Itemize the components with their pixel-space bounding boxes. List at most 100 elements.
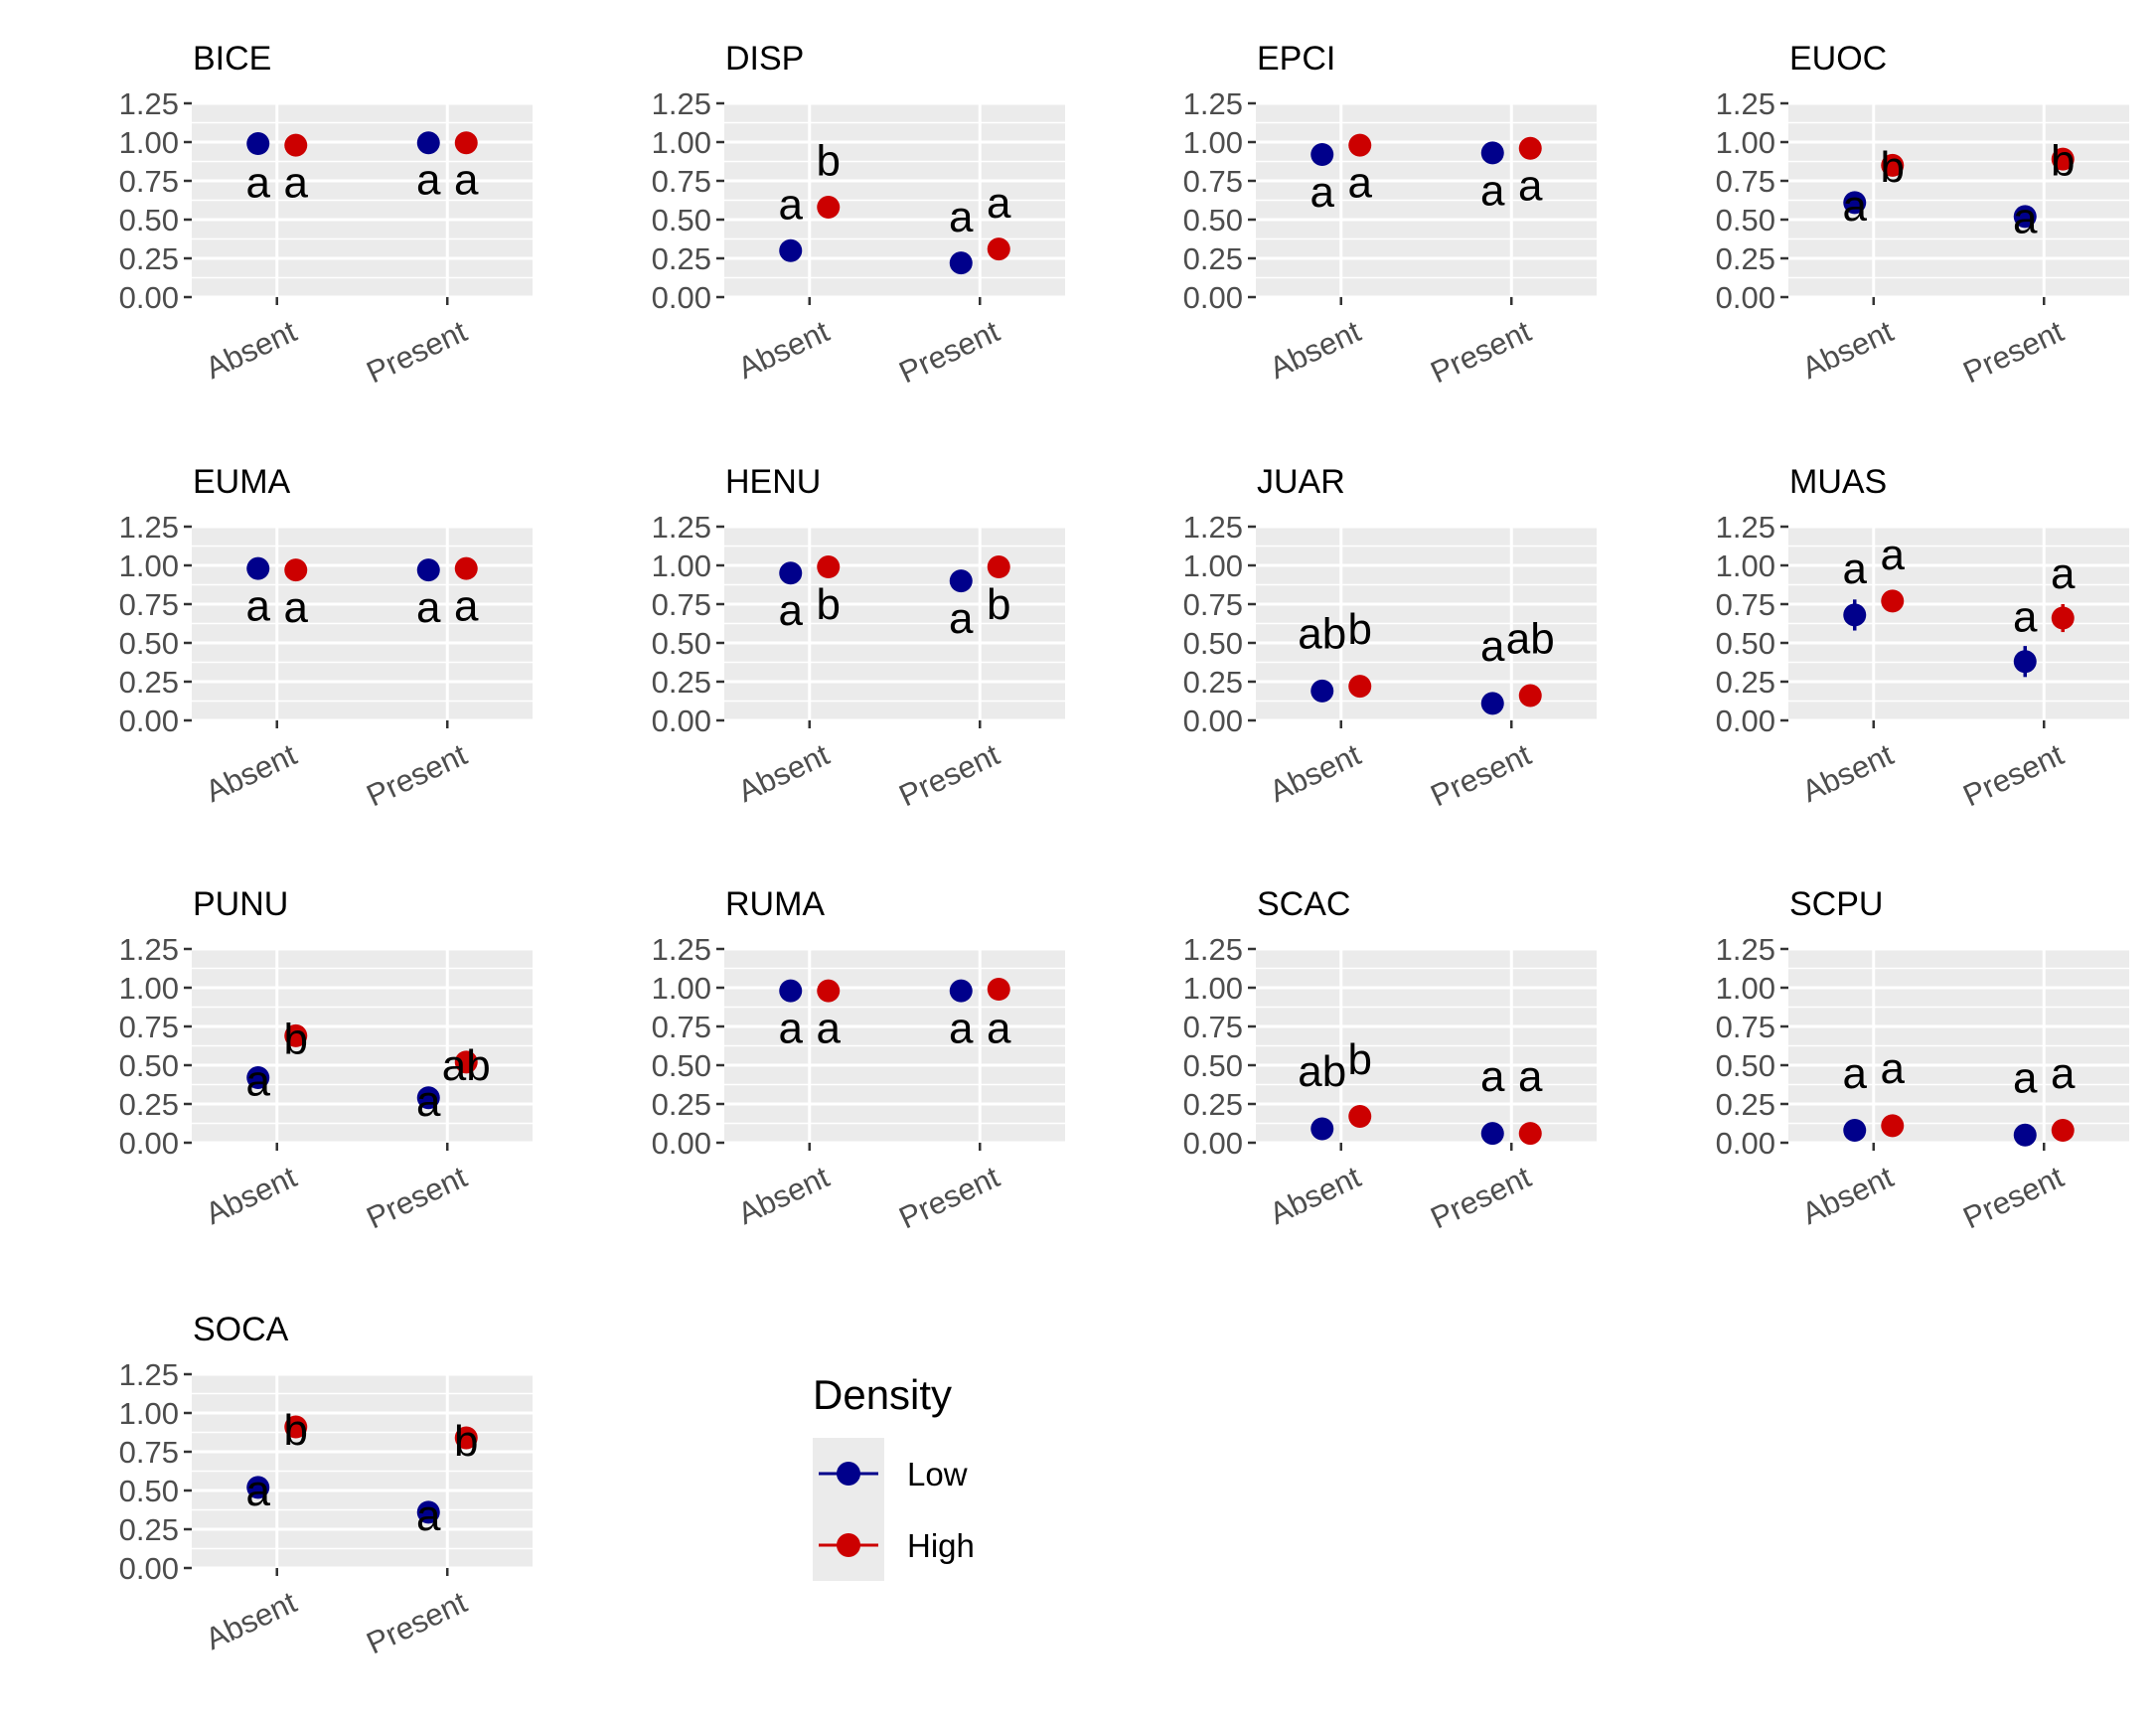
y-tick-label: 1.25 [119, 510, 179, 545]
significance-letter-high: b [1348, 605, 1372, 654]
x-tick-label: Present [362, 1584, 473, 1660]
significance-letter-high: ab [1506, 614, 1555, 663]
point-high [1518, 684, 1542, 707]
legend: Density Low High [813, 1371, 975, 1581]
y-tick-label: 0.25 [1183, 665, 1243, 700]
y-tick-label: 0.25 [1716, 665, 1775, 700]
y-tick-label: 0.00 [1183, 280, 1243, 315]
point-low [1310, 679, 1334, 703]
y-tick-label: 0.25 [1183, 241, 1243, 276]
point-low [949, 251, 973, 275]
legend-label-low: Low [907, 1456, 968, 1492]
x-tick-label: Present [1958, 736, 2070, 813]
point-low [246, 132, 270, 156]
x-tick-label: Absent [1796, 736, 1899, 809]
y-tick-label: 0.75 [1716, 1010, 1775, 1044]
panel-title: SCAC [1257, 885, 1350, 923]
point-low [1843, 1119, 1867, 1143]
y-tick-label: 0.75 [652, 1010, 711, 1044]
y-tick-label: 0.75 [119, 587, 179, 622]
y-tick-label: 1.25 [1716, 86, 1775, 121]
y-tick-label: 0.00 [652, 280, 711, 315]
panel-title: DISP [725, 40, 804, 78]
y-tick-label: 0.50 [652, 203, 711, 237]
y-tick-label: 0.75 [652, 587, 711, 622]
x-tick-label: Absent [200, 313, 302, 386]
significance-letter-low: a [779, 180, 804, 229]
panel-ruma: RUMA 0.00 0.25 0.50 0.75 1.00 1.25 Absent Presen… [652, 885, 1065, 1235]
point-high [987, 978, 1010, 1002]
y-tick-label: 1.00 [1716, 971, 1775, 1006]
y-tick-label: 1.25 [652, 510, 711, 545]
y-tick-label: 1.25 [1183, 510, 1243, 545]
y-tick-label: 0.00 [119, 1551, 179, 1586]
x-tick-label: Present [1426, 313, 1537, 390]
x-tick-label: Absent [200, 736, 302, 809]
y-tick-label: 0.50 [119, 1474, 179, 1508]
significance-letter-low: a [2013, 194, 2038, 242]
y-tick-label: 1.00 [1183, 971, 1243, 1006]
x-tick-label: Absent [200, 1159, 302, 1231]
point-high [987, 237, 1010, 261]
significance-letter-high: a [987, 179, 1011, 228]
panel-euoc: EUOC 0.00 0.25 0.50 0.75 1.00 1.25 Absent Presen… [1716, 40, 2129, 390]
panel-title: PUNU [193, 885, 288, 923]
legend-key-point-high [837, 1533, 860, 1557]
y-tick-label: 0.50 [1716, 1048, 1775, 1083]
y-tick-label: 0.75 [119, 1010, 179, 1044]
panel-title: HENU [725, 463, 821, 501]
point-high [454, 1426, 478, 1450]
y-tick-label: 1.00 [119, 125, 179, 160]
x-tick-label: Absent [1264, 736, 1366, 809]
significance-letter-high: b [987, 580, 1010, 629]
legend-label-high: High [907, 1527, 975, 1564]
significance-letter-high: a [284, 583, 309, 632]
y-tick-label: 0.00 [652, 704, 711, 738]
significance-letter-high: a [1881, 531, 1906, 579]
y-tick-label: 0.75 [119, 164, 179, 199]
x-tick-label: Present [1426, 736, 1537, 813]
panel-title: EPCI [1257, 40, 1335, 78]
y-tick-label: 1.00 [119, 1396, 179, 1431]
y-tick-label: 0.75 [1716, 587, 1775, 622]
x-tick-label: Present [894, 313, 1005, 390]
y-tick-label: 0.75 [119, 1435, 179, 1470]
y-tick-label: 0.50 [652, 1048, 711, 1083]
y-tick-label: 1.25 [1183, 932, 1243, 967]
point-high [1518, 1122, 1542, 1146]
significance-letter-low: a [246, 1057, 271, 1106]
significance-letter-low: a [779, 1005, 804, 1053]
y-tick-label: 0.00 [119, 704, 179, 738]
point-high [454, 556, 478, 580]
point-high [454, 131, 478, 155]
point-high [2051, 1119, 2075, 1143]
panel-epci: EPCI 0.00 0.25 0.50 0.75 1.00 1.25 Absent Presen… [1183, 40, 1597, 390]
y-tick-label: 1.00 [119, 971, 179, 1006]
point-low [2013, 1123, 2037, 1147]
chart-panels: BICE 0.00 0.25 0.50 0.75 1.00 1.25 Absent Presen… [119, 40, 2129, 1660]
point-high [817, 555, 841, 579]
significance-letter-low: a [416, 1491, 441, 1540]
y-tick-label: 0.00 [119, 280, 179, 315]
y-tick-label: 0.25 [652, 1087, 711, 1122]
point-low [1843, 603, 1867, 627]
y-tick-label: 0.50 [1183, 203, 1243, 237]
y-tick-label: 1.25 [652, 86, 711, 121]
point-high [2051, 606, 2075, 630]
significance-letter-low: ab [1298, 610, 1346, 659]
y-tick-label: 0.50 [652, 626, 711, 661]
panel-title: RUMA [725, 885, 825, 923]
significance-letter-low: a [416, 583, 441, 632]
panel-scac: SCAC 0.00 0.25 0.50 0.75 1.00 1.25 Absent Presen… [1183, 885, 1597, 1235]
panel-juar: JUAR 0.00 0.25 0.50 0.75 1.00 1.25 Absent Presen… [1183, 463, 1597, 813]
panel-title: SOCA [193, 1311, 289, 1348]
x-tick-label: Present [362, 736, 473, 813]
panel-title: EUOC [1789, 40, 1887, 78]
y-tick-label: 0.25 [119, 241, 179, 276]
significance-letter-high: b [284, 1406, 308, 1455]
significance-letter-high: b [1881, 143, 1905, 192]
panel-bice: BICE 0.00 0.25 0.50 0.75 1.00 1.25 Absent Presen… [119, 40, 533, 390]
significance-letter-low: a [2013, 1053, 2038, 1102]
significance-letter-high: a [284, 159, 309, 208]
y-tick-label: 0.50 [119, 203, 179, 237]
